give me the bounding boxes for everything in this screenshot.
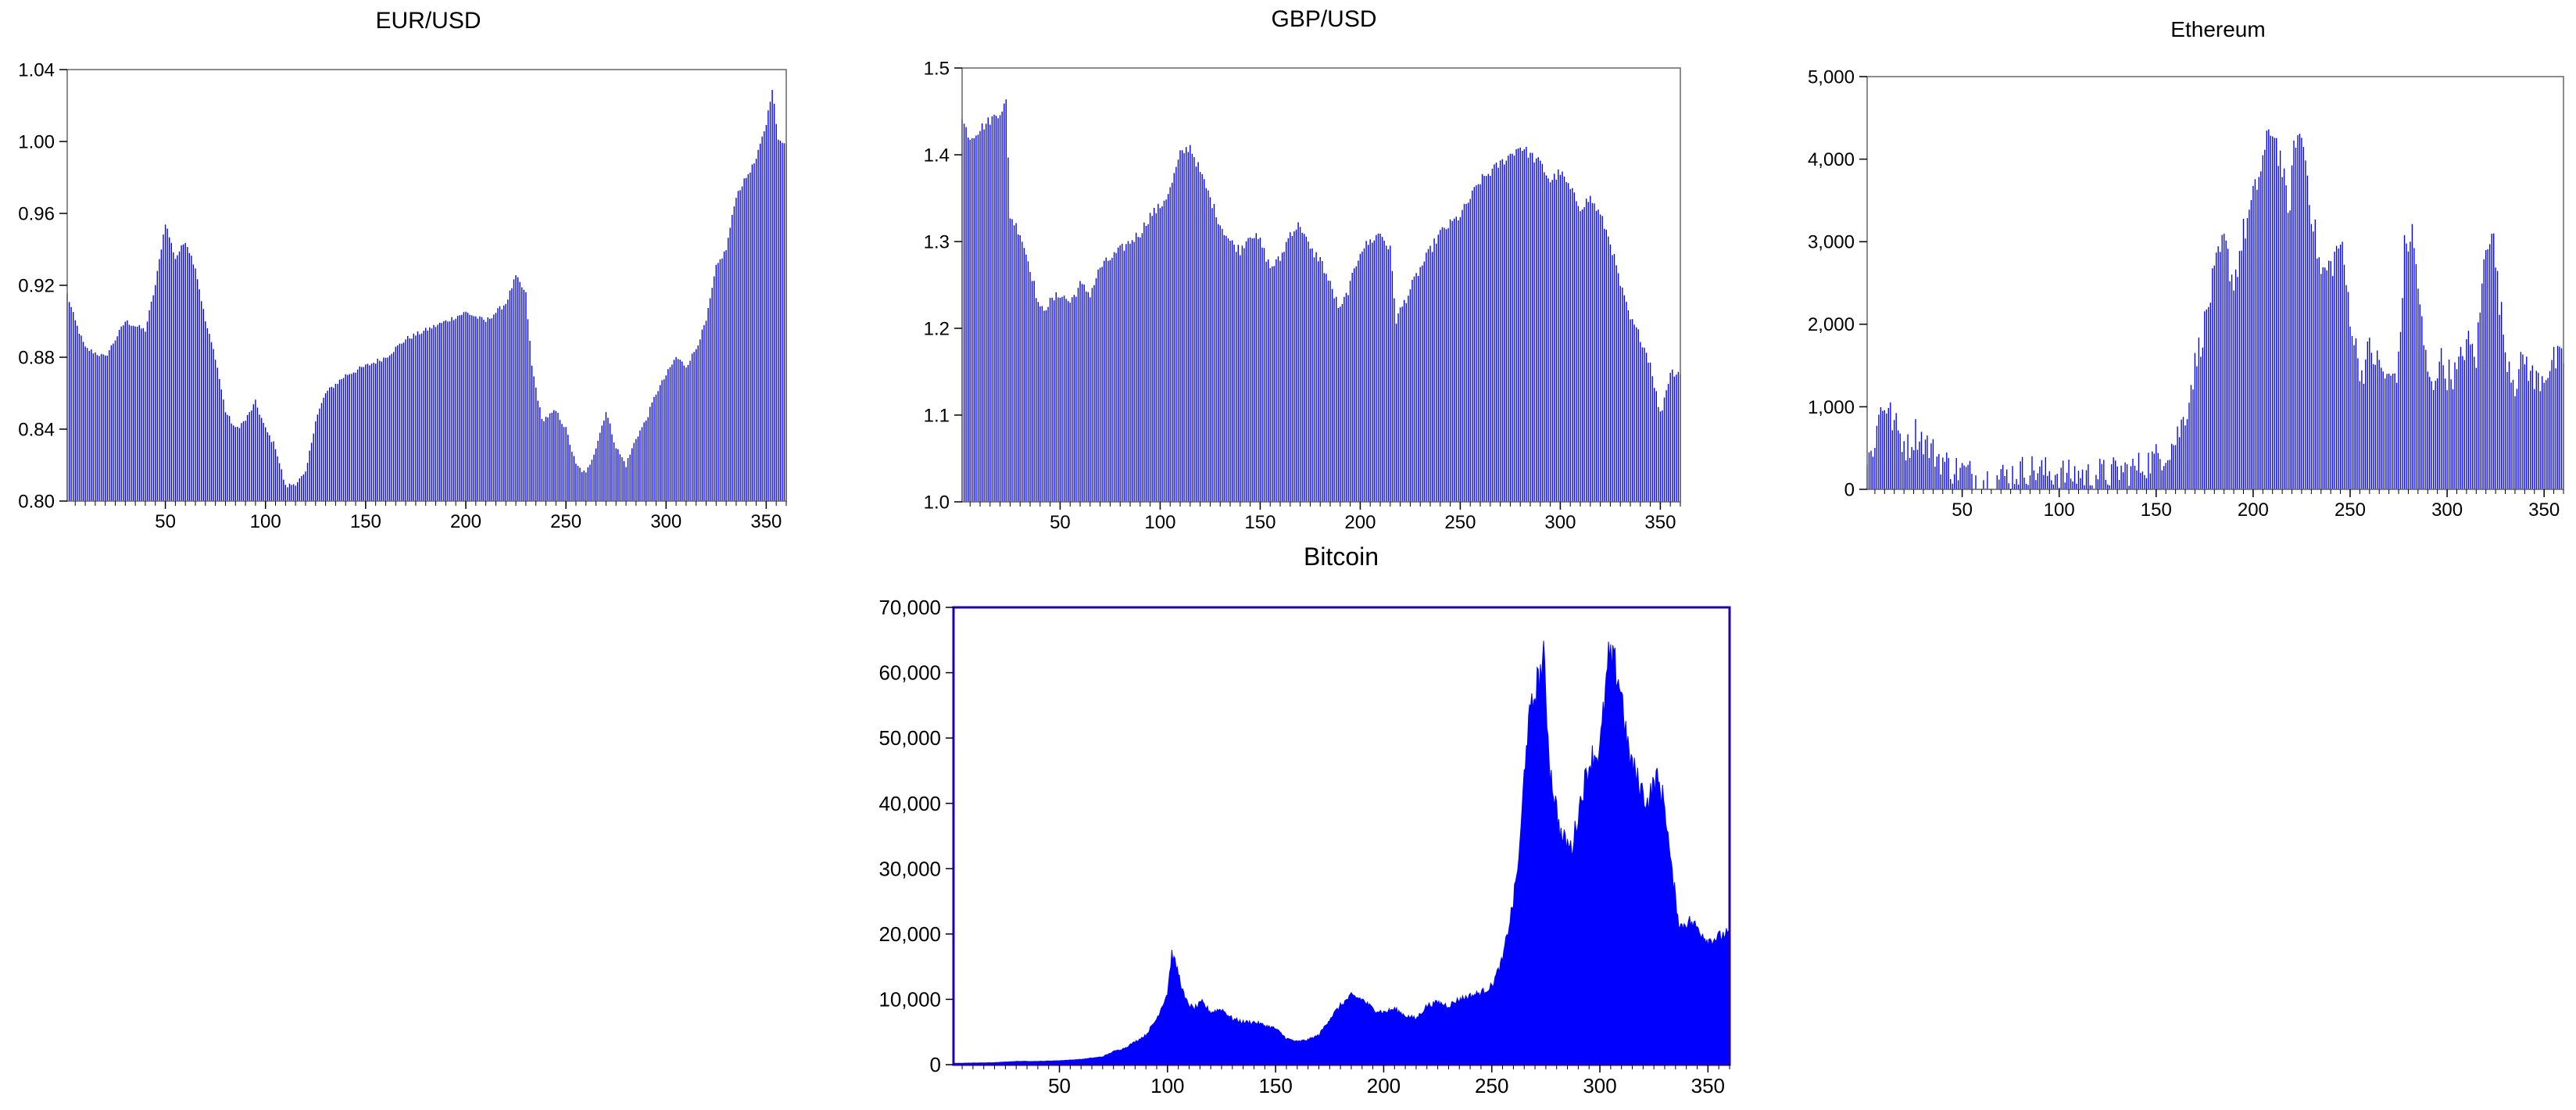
plot-frame: [952, 606, 1731, 1066]
x-tick-label: 300: [1544, 512, 1576, 533]
y-tick-label: 1,000: [1808, 397, 1855, 418]
y-tick-label: 50,000: [878, 726, 941, 750]
x-tick-label: 50: [1050, 512, 1071, 533]
x-tick-label: 250: [550, 511, 581, 532]
y-tick-label: 1.2: [924, 318, 950, 339]
x-axis: 50 100 150 200 250 300 350: [1874, 489, 2564, 521]
plot-frame: [961, 67, 1681, 503]
eurusd-chart: 50 100 150 200 250 300 350 0.80 0.84 0.88 0.92 0.96…: [18, 59, 787, 532]
x-tick-label: 150: [1244, 512, 1275, 533]
x-tick-label: 250: [2334, 500, 2366, 521]
gbpusd-title: GBP/USD: [1271, 6, 1377, 32]
y-tick-label: 0.88: [18, 347, 55, 368]
x-tick-label: 300: [650, 511, 682, 532]
x-tick-label: 350: [750, 511, 782, 532]
bitcoin-area: [953, 640, 1730, 1065]
y-tick-label: 1.5: [924, 58, 950, 79]
data-marks: [66, 90, 787, 501]
y-axis: 0 10,000 20,000 30,000 40,000 50,000 60,000 70,…: [878, 596, 953, 1076]
x-tick-label: 200: [1367, 1074, 1401, 1097]
y-tick-label: 1.4: [924, 145, 950, 166]
y-tick-label: 5,000: [1808, 66, 1855, 88]
x-axis: 50 100 150 200 250 300 350: [74, 501, 787, 532]
y-tick-label: 2,000: [1808, 314, 1855, 335]
y-tick-label: 60,000: [878, 661, 941, 685]
y-tick-label: 4,000: [1808, 149, 1855, 170]
y-tick-label: 0.84: [18, 419, 55, 440]
plot-frame: [1866, 76, 2564, 490]
y-tick-label: 30,000: [878, 857, 941, 880]
x-tick-label: 350: [1691, 1074, 1725, 1097]
x-tick-label: 200: [1344, 512, 1376, 533]
eurusd-title: EUR/USD: [375, 8, 481, 34]
x-tick-label: 100: [1144, 512, 1175, 533]
y-tick-label: 1.1: [924, 405, 950, 426]
y-axis: 0.80 0.84 0.88 0.92 0.96 1.00 1.04: [18, 59, 67, 512]
y-tick-label: 70,000: [878, 596, 941, 619]
y-tick-label: 1.00: [18, 131, 55, 152]
y-tick-label: 0.80: [18, 491, 55, 512]
x-tick-label: 250: [1444, 512, 1476, 533]
x-tick-label: 50: [155, 511, 176, 532]
y-tick-label: 10,000: [878, 988, 941, 1012]
x-tick-label: 300: [1583, 1074, 1616, 1097]
x-axis: 50 100 150 200 250 300 350: [969, 502, 1681, 533]
y-tick-label: 0: [1844, 479, 1855, 500]
y-tick-label: 1.04: [18, 59, 55, 81]
y-tick-label: 20,000: [878, 922, 941, 946]
ethereum-title: Ethereum: [2170, 17, 2266, 41]
x-tick-label: 350: [2528, 500, 2560, 521]
x-tick-label: 350: [1644, 512, 1676, 533]
x-tick-label: 200: [450, 511, 481, 532]
ethereum-chart: 50 100 150 200 250 300 350 0 1,000 2,000 3,000 4,00…: [1808, 66, 2564, 521]
x-tick-label: 250: [1475, 1074, 1508, 1097]
y-axis: 1.0 1.1 1.2 1.3 1.4 1.5: [924, 58, 962, 513]
data-marks: [1866, 129, 2564, 489]
x-tick-label: 150: [1258, 1074, 1292, 1097]
y-tick-label: 40,000: [878, 792, 941, 815]
gbpusd-chart: 50 100 150 200 250 300 350 1.0 1.1 1.2 1.3 1.4 1.5: [924, 58, 1681, 533]
bitcoin-chart: 50 100 150 200 250 300 350 0 10,000 20,000 30,000 4…: [878, 596, 1731, 1097]
x-tick-label: 50: [1048, 1074, 1071, 1097]
x-tick-label: 50: [1952, 500, 1973, 521]
y-tick-label: 0.96: [18, 203, 55, 224]
x-tick-label: 200: [2238, 500, 2269, 521]
data-marks: [953, 640, 1730, 1065]
y-axis: 0 1,000 2,000 3,000 4,000 5,000: [1808, 66, 1867, 500]
y-tick-label: 3,000: [1808, 232, 1855, 253]
bitcoin-title: Bitcoin: [1303, 542, 1379, 571]
x-axis: 50 100 150 200 250 300 350: [961, 1065, 1730, 1097]
y-tick-label: 1.0: [924, 492, 950, 513]
x-tick-label: 150: [350, 511, 381, 532]
x-tick-label: 150: [2141, 500, 2172, 521]
y-tick-label: 0: [930, 1053, 941, 1076]
y-tick-label: 1.3: [924, 231, 950, 252]
x-tick-label: 300: [2431, 500, 2463, 521]
x-tick-label: 100: [2044, 500, 2075, 521]
x-tick-label: 100: [1150, 1074, 1184, 1097]
x-tick-label: 100: [250, 511, 281, 532]
data-marks: [961, 99, 1681, 502]
y-tick-label: 0.92: [18, 275, 55, 296]
